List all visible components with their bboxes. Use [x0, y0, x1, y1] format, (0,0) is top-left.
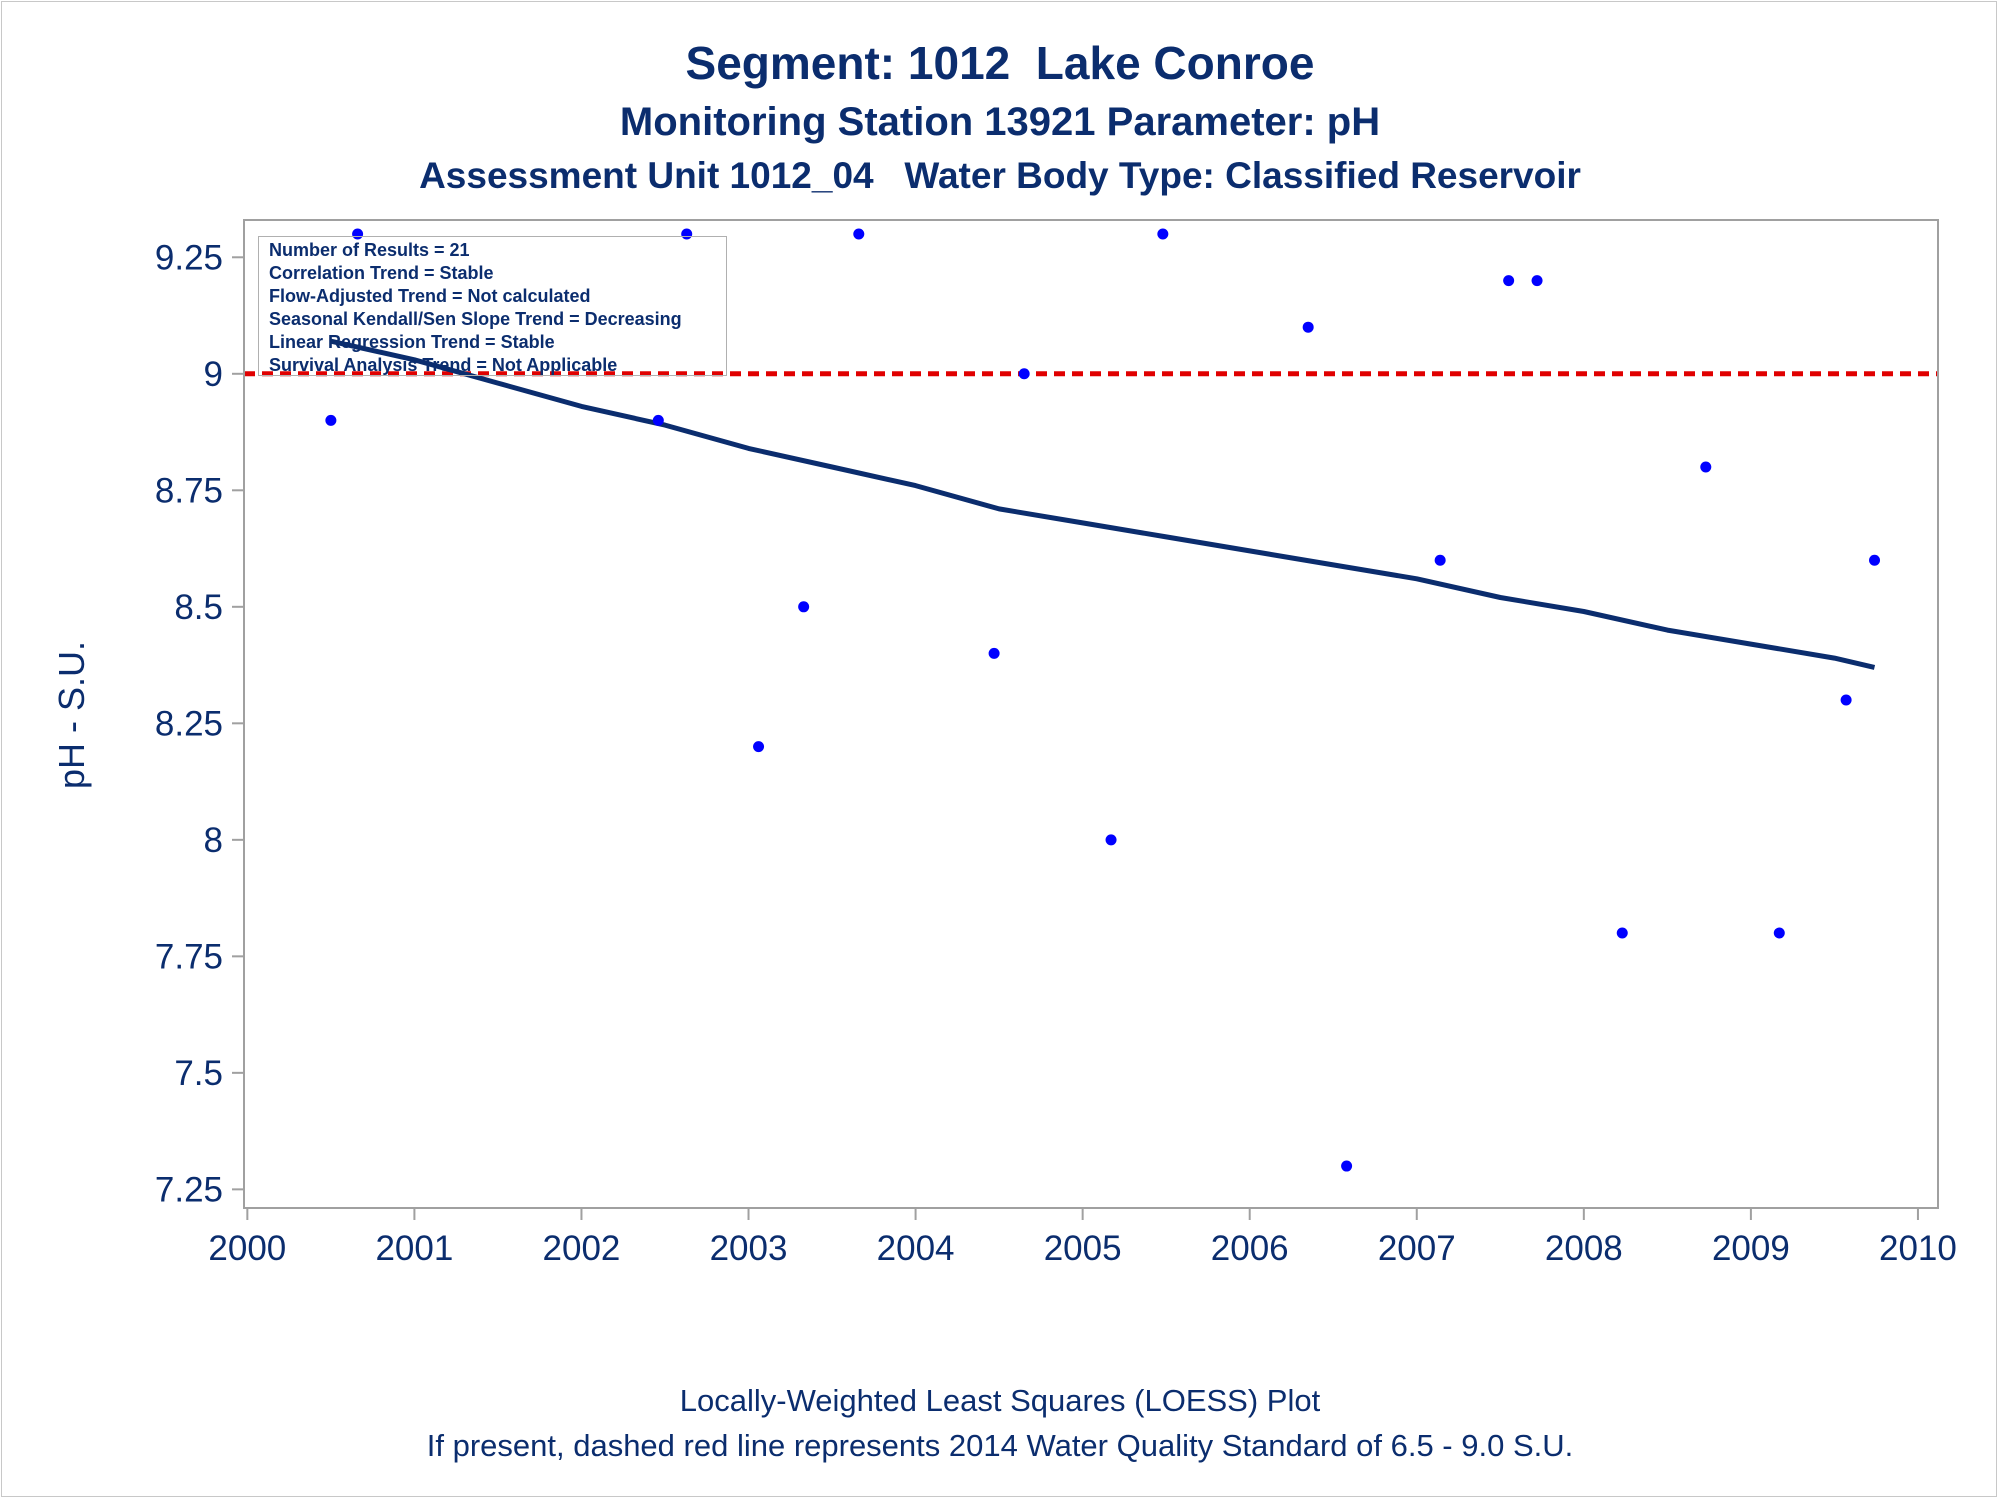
x-tick-label: 2000	[208, 1229, 286, 1268]
data-point	[1869, 554, 1881, 566]
y-tick-label: 8	[204, 821, 223, 860]
data-point	[325, 414, 337, 426]
y-tick-label: 7.75	[155, 937, 223, 976]
chart-subtitle-station: Monitoring Station 13921 Parameter: pH	[619, 100, 1381, 144]
x-tick-label: 2002	[543, 1229, 621, 1268]
y-tick-label: 8.75	[155, 471, 223, 510]
y-tick-label: 8.25	[155, 704, 223, 743]
data-point	[1531, 275, 1543, 287]
data-point	[798, 601, 810, 613]
stat-correlation-trend: Correlation Trend = Stable	[269, 263, 494, 283]
trend-statistics-box: Number of Results = 21 Correlation Trend…	[258, 236, 727, 376]
y-tick-label: 8.5	[174, 588, 223, 627]
stat-linear-regression-trend: Linear Regression Trend = Stable	[269, 332, 555, 352]
data-point	[1302, 321, 1314, 333]
stat-survival-analysis-trend: Survival Analysis Trend = Not Applicable	[269, 355, 618, 375]
data-point	[1840, 694, 1852, 706]
data-point	[1341, 1160, 1353, 1172]
data-point	[1434, 554, 1446, 566]
x-tick-label: 2006	[1211, 1229, 1289, 1268]
data-point	[1018, 368, 1030, 380]
x-tick-label: 2008	[1545, 1229, 1623, 1268]
y-tick-label: 7.25	[155, 1170, 223, 1209]
footnote-standard: If present, dashed red line represents 2…	[426, 1428, 1574, 1463]
data-point	[1157, 228, 1169, 240]
x-tick-label: 2003	[710, 1229, 788, 1268]
x-tick-label: 2010	[1879, 1229, 1957, 1268]
plot-area-frame	[243, 219, 1939, 1209]
data-point	[1616, 927, 1628, 939]
stat-flow-adjusted-trend: Flow-Adjusted Trend = Not calculated	[269, 286, 591, 306]
data-point	[1503, 275, 1515, 287]
loess-trend-line	[330, 338, 1876, 670]
data-point	[988, 647, 1000, 659]
x-tick-label: 2007	[1378, 1229, 1456, 1268]
y-tick-label: 7.5	[174, 1054, 223, 1093]
data-point	[1105, 834, 1117, 846]
stat-number-of-results: Number of Results = 21	[269, 240, 470, 260]
data-point	[1700, 461, 1712, 473]
footnote-loess: Locally-Weighted Least Squares (LOESS) P…	[679, 1383, 1321, 1418]
chart-subtitle-assessment: Assessment Unit 1012_04 Water Body Type:…	[419, 155, 1581, 196]
x-tick-label: 2004	[877, 1229, 955, 1268]
data-point	[1773, 927, 1785, 939]
y-tick-label: 9	[204, 355, 223, 394]
stat-seasonal-kendall-trend: Seasonal Kendall/Sen Slope Trend = Decre…	[269, 309, 682, 329]
x-tick-label: 2009	[1712, 1229, 1790, 1268]
data-point	[753, 741, 765, 753]
data-point	[853, 228, 865, 240]
x-tick-label: 2005	[1044, 1229, 1122, 1268]
chart-title: Segment: 1012 Lake Conroe	[685, 37, 1315, 89]
x-tick-label: 2001	[375, 1229, 453, 1268]
data-point	[652, 414, 664, 426]
y-tick-label: 9.25	[155, 238, 223, 277]
